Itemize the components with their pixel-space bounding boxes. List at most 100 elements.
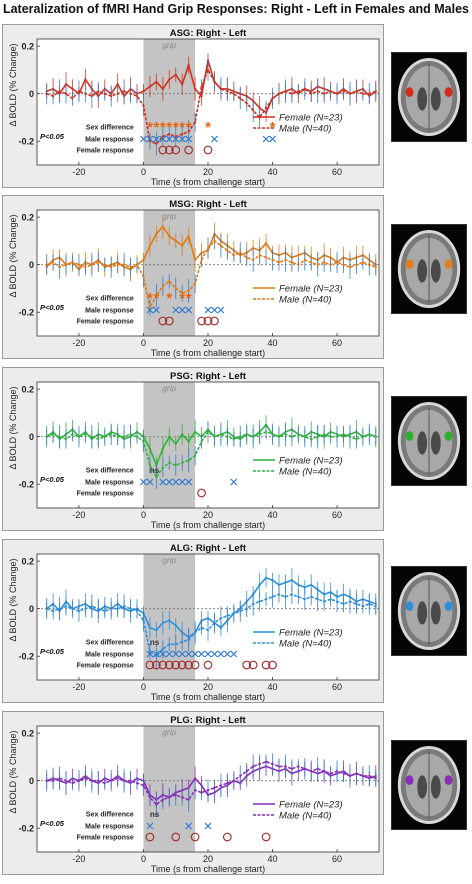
data-point bbox=[64, 605, 68, 608]
data-point bbox=[213, 80, 216, 83]
right-insula-region bbox=[444, 431, 453, 441]
data-point bbox=[348, 774, 352, 778]
female-response-marker bbox=[223, 832, 232, 842]
data-point bbox=[264, 430, 268, 434]
data-point bbox=[335, 435, 339, 438]
data-point bbox=[277, 435, 281, 438]
data-point bbox=[181, 132, 184, 136]
male-response-marker bbox=[191, 650, 199, 658]
data-point bbox=[264, 576, 268, 579]
data-point bbox=[258, 600, 261, 603]
data-point bbox=[187, 638, 190, 641]
data-point bbox=[45, 779, 48, 782]
data-point bbox=[303, 435, 306, 438]
data-point bbox=[148, 650, 152, 653]
male-response-marker bbox=[217, 306, 225, 314]
chart-panel-alg: grip ALG: Right - Left 0.2 0 -0.2 Δ BOLD (% C… bbox=[2, 539, 384, 703]
data-point bbox=[52, 779, 55, 782]
data-point bbox=[168, 435, 171, 438]
chart-panel-asg: grip ASG: Right - Left 0.2 0 -0.2 Δ BOLD (% C… bbox=[2, 24, 384, 188]
data-point bbox=[232, 612, 235, 615]
data-point bbox=[297, 765, 300, 768]
data-point bbox=[155, 142, 158, 145]
right-ventricle bbox=[430, 431, 441, 455]
brain-slice-drawing bbox=[397, 746, 461, 824]
grip-label: grip bbox=[162, 727, 176, 737]
male-response-marker bbox=[159, 478, 167, 486]
data-point bbox=[187, 786, 190, 789]
data-point bbox=[58, 435, 61, 438]
data-point bbox=[316, 767, 319, 770]
sex-difference-marker: * bbox=[160, 119, 166, 136]
sex-difference-marker: * bbox=[153, 119, 159, 136]
data-point bbox=[277, 765, 281, 768]
data-point bbox=[200, 791, 203, 794]
data-point bbox=[342, 602, 345, 606]
data-point bbox=[58, 265, 61, 269]
chart-panel-psg: grip PSG: Right - Left 0.2 0 -0.2 Δ BOLD (% C… bbox=[2, 367, 384, 531]
data-point bbox=[116, 83, 119, 86]
data-point bbox=[355, 437, 358, 441]
data-point bbox=[316, 263, 319, 266]
x-tick-label: 0 bbox=[141, 682, 146, 692]
figure-title: Lateralization of fMRI Hand Grip Respons… bbox=[2, 2, 470, 16]
data-point bbox=[264, 256, 268, 259]
data-point bbox=[97, 261, 100, 264]
female-response-marker bbox=[164, 145, 174, 155]
female-response-marker bbox=[197, 488, 206, 498]
chart-title: ALG: Right - Left bbox=[170, 543, 247, 554]
chart-panel-plg: grip PLG: Right - Left 0.2 0 -0.2 Δ BOLD (% C… bbox=[2, 711, 384, 875]
data-point bbox=[168, 643, 171, 646]
data-point bbox=[297, 433, 300, 436]
data-point bbox=[303, 598, 306, 601]
data-point bbox=[148, 796, 152, 799]
data-point bbox=[232, 254, 235, 257]
data-point bbox=[142, 440, 145, 443]
data-point bbox=[316, 598, 319, 601]
data-point bbox=[277, 593, 281, 596]
brain-image-plg bbox=[391, 740, 467, 830]
male-response-marker bbox=[165, 478, 173, 486]
data-point bbox=[252, 258, 255, 262]
data-point bbox=[64, 263, 68, 266]
data-point bbox=[181, 631, 184, 634]
data-point bbox=[174, 287, 177, 290]
data-point bbox=[310, 261, 313, 264]
legend-label: Female (N=23) bbox=[279, 456, 343, 467]
data-point bbox=[374, 435, 377, 438]
data-point bbox=[290, 579, 293, 582]
y-tick-label: 0 bbox=[29, 604, 34, 614]
male-response-marker bbox=[217, 650, 225, 658]
data-point bbox=[129, 607, 132, 610]
data-point bbox=[290, 593, 293, 596]
data-point bbox=[123, 779, 126, 782]
x-tick-label: 0 bbox=[141, 510, 146, 520]
x-tick-label: 0 bbox=[141, 854, 146, 864]
data-point bbox=[71, 87, 74, 91]
data-point bbox=[181, 640, 184, 644]
female-response-marker bbox=[242, 660, 252, 670]
data-point bbox=[71, 97, 74, 100]
data-point bbox=[303, 87, 306, 91]
left-insula-region bbox=[405, 431, 414, 441]
data-point bbox=[64, 779, 68, 782]
data-point bbox=[77, 609, 81, 613]
data-point bbox=[245, 102, 248, 105]
data-point bbox=[193, 121, 197, 124]
data-point bbox=[329, 435, 332, 438]
x-tick-label: 20 bbox=[203, 854, 213, 864]
data-point bbox=[174, 793, 177, 797]
data-point bbox=[142, 104, 145, 107]
series-line-male bbox=[46, 593, 377, 658]
data-point bbox=[361, 774, 364, 778]
sex-difference-marker: * bbox=[166, 290, 172, 307]
data-point bbox=[329, 590, 332, 594]
male-response-marker bbox=[230, 478, 238, 486]
data-point bbox=[168, 235, 171, 238]
data-point bbox=[264, 760, 268, 763]
data-point bbox=[123, 605, 126, 608]
ns-label: ns bbox=[150, 638, 160, 647]
x-tick-label: 0 bbox=[141, 167, 146, 177]
data-point bbox=[303, 767, 306, 770]
